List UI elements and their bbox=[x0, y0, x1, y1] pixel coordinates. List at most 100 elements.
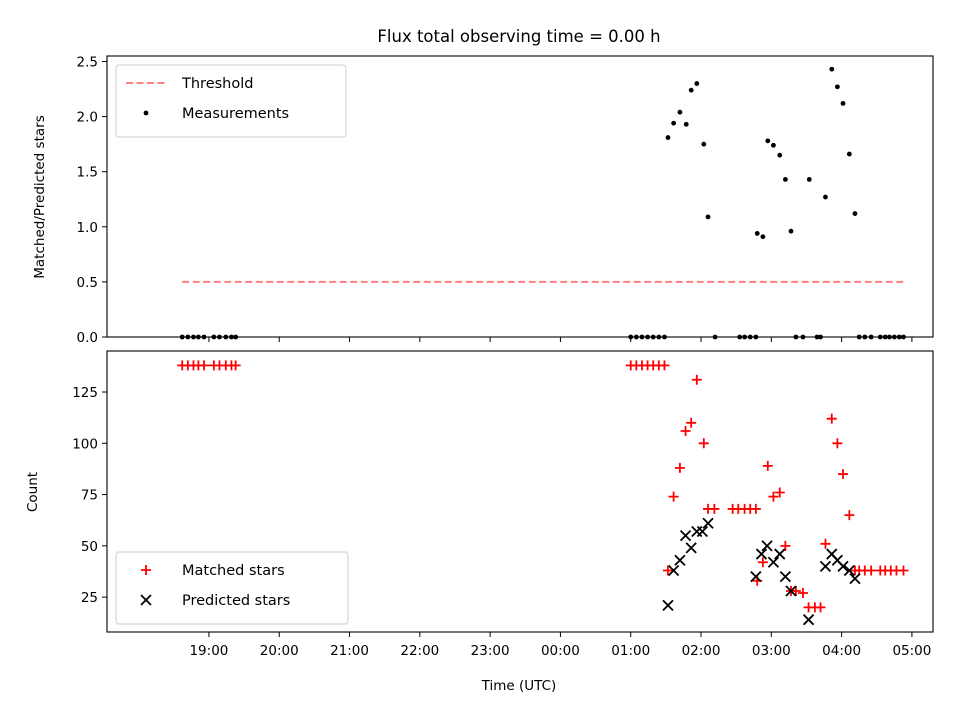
legend-box bbox=[115, 64, 347, 138]
series-matched-stars-point bbox=[844, 510, 855, 521]
series-matched-stars-point bbox=[797, 588, 808, 599]
x-tick-label: 05:00 bbox=[892, 643, 931, 659]
series-matched-stars-point bbox=[199, 360, 210, 371]
series-predicted-stars-point bbox=[702, 517, 714, 529]
x-tick-label: 21:00 bbox=[330, 643, 369, 659]
bottom-panel-x-ticks: 19:00 20:00 21:00 22:00 23:00 00:00 01:00 02:00… bbox=[189, 632, 931, 659]
series-matched-stars-point bbox=[674, 462, 685, 473]
series-measurements-point bbox=[823, 194, 828, 200]
x-tick-label: 04:00 bbox=[822, 643, 861, 659]
series-measurements-point bbox=[671, 120, 677, 126]
series-matched-stars-point bbox=[762, 460, 773, 471]
series-matched-stars-point bbox=[680, 425, 691, 436]
y-tick-label: 2.0 bbox=[77, 110, 98, 126]
series-matched-stars-point bbox=[230, 360, 241, 371]
series-measurements-point bbox=[777, 152, 783, 158]
top-panel-legend: Threshold Measurements bbox=[115, 64, 347, 138]
series-matched-stars-point bbox=[826, 413, 837, 424]
series-predicted-stars-point bbox=[696, 525, 709, 538]
series-measurements-point bbox=[688, 87, 694, 93]
series-matched-stars-point bbox=[662, 565, 673, 576]
series-matched-stars-point bbox=[686, 417, 697, 428]
series-measurements-point bbox=[665, 135, 671, 140]
series-predicted-stars-point bbox=[750, 570, 762, 583]
series-measurements-point bbox=[701, 141, 707, 147]
series-measurements-point bbox=[765, 138, 771, 144]
series-predicted-stars-point bbox=[755, 548, 768, 560]
series-matched-stars-point bbox=[698, 438, 709, 449]
bottom-panel: 25 50 75 100 125 19:00 20:00 21:00 22:00 23:00 00… bbox=[25, 350, 934, 694]
series-matched-stars-point bbox=[820, 538, 831, 549]
series-measurements-point bbox=[705, 214, 711, 220]
x-tick-label: 00:00 bbox=[541, 643, 580, 659]
series-predicted-stars-point bbox=[843, 564, 855, 577]
series-measurements-point bbox=[771, 142, 776, 148]
series-predicted-stars-point bbox=[679, 529, 692, 542]
series-matched-stars-point bbox=[757, 557, 768, 568]
legend-matched-stars-label: Matched stars bbox=[182, 563, 285, 579]
series-measurements-point bbox=[806, 177, 812, 182]
series-measurements-point bbox=[834, 84, 840, 90]
series-predicted-stars-point bbox=[761, 540, 773, 552]
series-matched-stars-point bbox=[659, 360, 670, 371]
x-tick-label: 19:00 bbox=[189, 643, 228, 659]
series-predicted-stars-point bbox=[785, 585, 797, 597]
y-tick-label: 0.5 bbox=[77, 275, 98, 291]
series-matched-stars-point bbox=[691, 374, 702, 385]
series-matched-stars-point bbox=[866, 565, 877, 576]
series-predicted-stars-point bbox=[779, 570, 792, 583]
x-tick-label: 20:00 bbox=[260, 643, 299, 659]
legend-predicted-stars-swatch bbox=[140, 594, 152, 606]
top-panel: 0.0 0.5 1.0 1.5 2.0 2.5 Matched/Predicted sta… bbox=[32, 55, 934, 346]
top-panel-y-label: Matched/Predicted stars bbox=[32, 115, 48, 278]
legend-measurements-swatch bbox=[143, 110, 149, 116]
y-tick-label: 0.0 bbox=[77, 330, 98, 346]
y-tick-label: 125 bbox=[72, 385, 98, 401]
y-tick-label: 100 bbox=[72, 436, 98, 452]
legend-predicted-stars-label: Predicted stars bbox=[182, 593, 290, 609]
series-predicted-stars-point bbox=[685, 542, 697, 554]
series-predicted-stars-point bbox=[774, 548, 786, 560]
y-tick-label: 1.0 bbox=[77, 220, 98, 236]
series-matched-stars-point bbox=[832, 438, 843, 449]
series-matched-stars-point bbox=[668, 491, 679, 502]
y-tick-label: 75 bbox=[81, 488, 98, 504]
top-panel-y-ticks: 0.0 0.5 1.0 1.5 2.0 2.5 bbox=[77, 55, 107, 346]
series-matched-stars-point bbox=[790, 585, 801, 596]
series-matched-stars-point bbox=[898, 565, 909, 576]
series-measurements-point bbox=[754, 231, 760, 236]
y-tick-label: 2.5 bbox=[77, 55, 98, 71]
series-predicted-stars-point bbox=[674, 554, 686, 566]
series-matched-stars-point bbox=[815, 602, 826, 613]
series-measurements-point bbox=[852, 211, 858, 216]
series-matched-stars-point bbox=[780, 540, 791, 551]
series-predicted-stars-point bbox=[662, 599, 674, 611]
series-measurements-point bbox=[677, 109, 683, 115]
legend-threshold-label: Threshold bbox=[181, 76, 253, 92]
bottom-panel-y-label: Count bbox=[25, 472, 41, 512]
series-matched-stars-point bbox=[838, 469, 849, 480]
top-panel-x-ticks bbox=[208, 337, 913, 342]
series-predicted-stars-point bbox=[767, 556, 780, 568]
series-measurements-point bbox=[782, 177, 788, 182]
series-matched-stars-point bbox=[709, 503, 720, 514]
series-matched-stars-point bbox=[768, 491, 779, 502]
bottom-panel-y-ticks: 25 50 75 100 125 bbox=[72, 385, 107, 606]
top-panel-frame bbox=[106, 55, 934, 338]
series-predicted-stars-point bbox=[849, 573, 861, 585]
series-measurements-point bbox=[840, 100, 846, 106]
y-tick-label: 25 bbox=[81, 590, 98, 606]
x-tick-label: 03:00 bbox=[752, 643, 791, 659]
x-tick-label: 01:00 bbox=[611, 643, 650, 659]
series-matched-stars-point bbox=[774, 487, 785, 498]
series-measurements-point bbox=[694, 81, 700, 86]
series-measurements-point bbox=[829, 66, 835, 72]
bottom-panel-frame bbox=[106, 350, 934, 633]
series-matched-stars-point bbox=[750, 503, 761, 514]
series-measurements-point bbox=[683, 121, 689, 127]
x-tick-label: 02:00 bbox=[682, 643, 721, 659]
legend-matched-stars-swatch bbox=[141, 565, 151, 575]
series-measurements-point bbox=[788, 228, 794, 234]
y-tick-label: 50 bbox=[81, 539, 98, 555]
